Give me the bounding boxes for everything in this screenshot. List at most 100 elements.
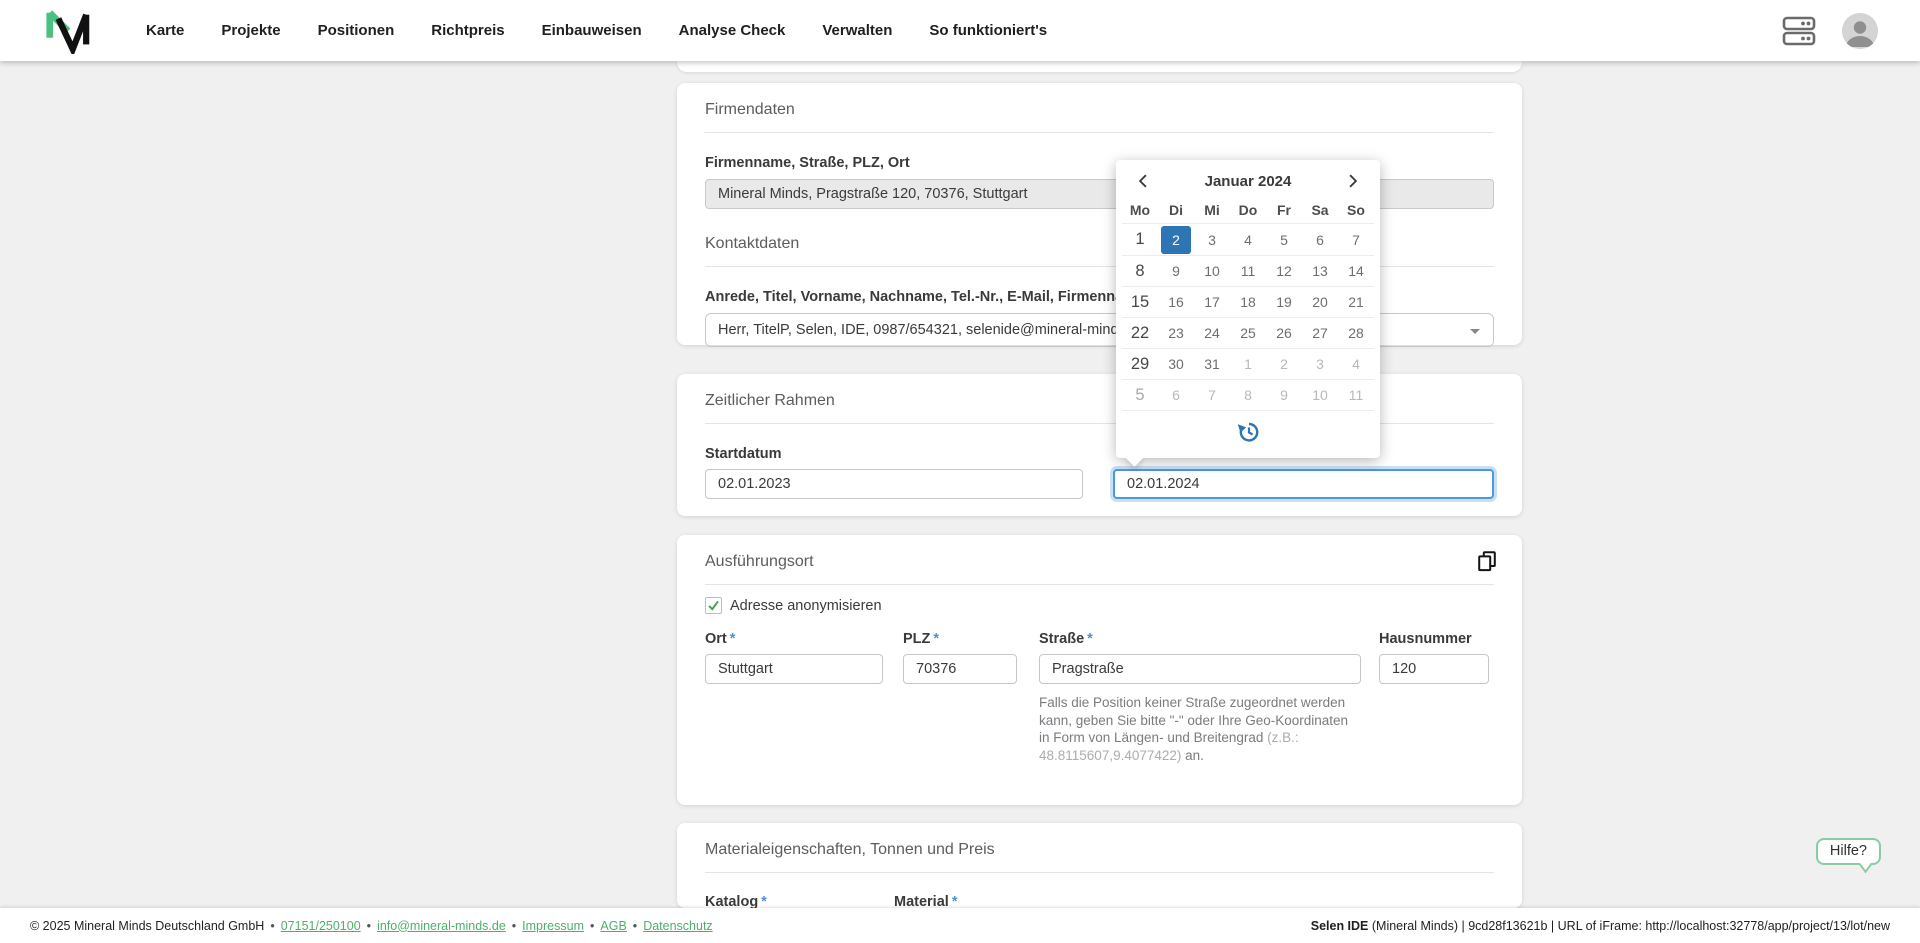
calendar-day[interactable]: 3 bbox=[1302, 349, 1338, 380]
calendar-day[interactable]: 7 bbox=[1194, 380, 1230, 411]
footer-links: • 07151/250100 • info@mineral-minds.de • Impr… bbox=[264, 919, 712, 933]
calendar-day[interactable]: 11 bbox=[1338, 380, 1374, 411]
calendar-day[interactable]: 19 bbox=[1266, 287, 1302, 318]
calendar-day-number: 24 bbox=[1204, 325, 1220, 341]
nav-item-verwalten[interactable]: Verwalten bbox=[822, 22, 893, 39]
user-avatar[interactable] bbox=[1842, 12, 1878, 49]
calendar-day[interactable]: 27 bbox=[1302, 318, 1338, 349]
nav-item-richtpreis[interactable]: Richtpreis bbox=[431, 22, 505, 39]
nav-item-positionen[interactable]: Positionen bbox=[317, 22, 395, 39]
hausnummer-input[interactable]: 120 bbox=[1379, 654, 1489, 684]
calendar-day[interactable]: 3 bbox=[1194, 224, 1230, 255]
calendar-day[interactable]: 1 bbox=[1122, 224, 1158, 255]
calendar-day-number: 6 bbox=[1316, 231, 1324, 248]
startdatum-input[interactable]: 02.01.2023 bbox=[705, 469, 1083, 499]
calendar-day[interactable]: 9 bbox=[1266, 380, 1302, 411]
calendar-day[interactable]: 2 bbox=[1266, 349, 1302, 380]
calendar-footer bbox=[1122, 410, 1374, 452]
calendar-day[interactable]: 4 bbox=[1230, 224, 1266, 255]
calendar-day[interactable]: 7 bbox=[1338, 224, 1374, 255]
calendar-day[interactable]: 5 bbox=[1122, 380, 1158, 411]
footer-link-07151-250100[interactable]: 07151/250100 bbox=[280, 918, 361, 933]
firmenname-value: Mineral Minds, Pragstraße 120, 70376, St… bbox=[718, 186, 1028, 202]
strasse-input[interactable]: Pragstraße bbox=[1039, 654, 1361, 684]
calendar-day-selected[interactable]: 2 bbox=[1158, 224, 1194, 255]
calendar-day[interactable]: 25 bbox=[1230, 318, 1266, 349]
person-icon bbox=[1842, 12, 1878, 49]
calendar-day[interactable]: 5 bbox=[1266, 224, 1302, 255]
calendar-day[interactable]: 16 bbox=[1158, 287, 1194, 318]
footer-left: © 2025 Mineral Minds Deutschland GmbH • 0… bbox=[30, 919, 713, 933]
calendar-day[interactable]: 20 bbox=[1302, 287, 1338, 318]
anonymize-checkbox[interactable] bbox=[705, 597, 722, 614]
calendar-day[interactable]: 23 bbox=[1158, 318, 1194, 349]
calendar-day[interactable]: 6 bbox=[1158, 380, 1194, 411]
copy-icon bbox=[1478, 551, 1496, 572]
scrolled-card-bottom bbox=[677, 61, 1522, 72]
calendar-prev-button[interactable] bbox=[1132, 170, 1154, 192]
ort-label: Ort * bbox=[705, 630, 883, 648]
footer-separator: • bbox=[511, 918, 517, 933]
calendar-day[interactable]: 1 bbox=[1230, 349, 1266, 380]
kontakt-select[interactable]: Herr, TitelP, Selen, IDE, 0987/654321, s… bbox=[705, 313, 1494, 347]
calendar-day[interactable]: 14 bbox=[1338, 256, 1374, 287]
calendar-day-number: 22 bbox=[1130, 323, 1150, 342]
calendar-day[interactable]: 22 bbox=[1122, 318, 1158, 349]
calendar-day-number: 3 bbox=[1208, 231, 1216, 248]
server-icon[interactable] bbox=[1782, 16, 1816, 46]
calendar-day[interactable]: 4 bbox=[1338, 349, 1374, 380]
calendar-day[interactable]: 12 bbox=[1266, 256, 1302, 287]
copy-button[interactable] bbox=[1474, 548, 1500, 574]
checkmark-icon bbox=[708, 600, 719, 611]
required-asterisk: * bbox=[951, 894, 958, 908]
nav-item-projekte[interactable]: Projekte bbox=[221, 22, 281, 39]
calendar-week-row: 29 30 31 1 2 3 4 bbox=[1122, 348, 1374, 379]
calendar-day[interactable]: 24 bbox=[1194, 318, 1230, 349]
calendar-day[interactable]: 10 bbox=[1194, 256, 1230, 287]
calendar-next-button[interactable] bbox=[1342, 170, 1364, 192]
nav-item-analyse-check[interactable]: Analyse Check bbox=[678, 22, 786, 39]
calendar-weekday-fr: Fr bbox=[1277, 201, 1291, 218]
enddatum-input[interactable]: 02.01.2024 bbox=[1113, 469, 1494, 499]
history-restore-icon[interactable] bbox=[1236, 420, 1260, 444]
calendar-day[interactable]: 21 bbox=[1338, 287, 1374, 318]
ort-value: Stuttgart bbox=[718, 661, 773, 677]
calendar-day[interactable]: 8 bbox=[1122, 256, 1158, 287]
footer-link-info-mineral-minds-de[interactable]: info@mineral-minds.de bbox=[377, 918, 506, 933]
calendar-day[interactable]: 28 bbox=[1338, 318, 1374, 349]
calendar-day-number: 4 bbox=[1244, 231, 1252, 248]
calendar-day[interactable]: 10 bbox=[1302, 380, 1338, 411]
calendar-day[interactable]: 9 bbox=[1158, 256, 1194, 287]
calendar-week-row: 8 9 10 11 12 13 14 bbox=[1122, 255, 1374, 286]
calendar-day[interactable]: 11 bbox=[1230, 256, 1266, 287]
hausnummer-label-text: Hausnummer bbox=[1379, 631, 1472, 647]
footer-link-agb[interactable]: AGB bbox=[600, 918, 627, 933]
calendar-day[interactable]: 8 bbox=[1230, 380, 1266, 411]
calendar-day[interactable]: 6 bbox=[1302, 224, 1338, 255]
firmenname-label: Firmenname, Straße, PLZ, Ort bbox=[705, 155, 910, 171]
calendar-day[interactable]: 18 bbox=[1230, 287, 1266, 318]
top-navigation-bar: Karte Projekte Positionen Richtpreis Einbauw… bbox=[0, 0, 1920, 61]
calendar-weekday-di: Di bbox=[1169, 201, 1183, 218]
nav-item-einbauweisen[interactable]: Einbauweisen bbox=[541, 22, 642, 39]
calendar-day[interactable]: 17 bbox=[1194, 287, 1230, 318]
nav-item-so-funktioniert-s[interactable]: So funktioniert's bbox=[929, 22, 1048, 39]
plz-label: PLZ * bbox=[903, 630, 1017, 648]
help-button[interactable]: Hilfe? bbox=[1815, 838, 1881, 874]
calendar-day[interactable]: 15 bbox=[1122, 287, 1158, 318]
plz-input[interactable]: 70376 bbox=[903, 654, 1017, 684]
calendar-day[interactable]: 30 bbox=[1158, 349, 1194, 380]
ort-input[interactable]: Stuttgart bbox=[705, 654, 883, 684]
calendar-day-number: 7 bbox=[1352, 231, 1360, 248]
material-card: Materialeigenschaften, Tonnen und Preis … bbox=[677, 823, 1522, 908]
calendar-day[interactable]: 26 bbox=[1266, 318, 1302, 349]
calendar-day-number: 16 bbox=[1168, 294, 1184, 310]
calendar-day[interactable]: 29 bbox=[1122, 349, 1158, 380]
footer-bar: © 2025 Mineral Minds Deutschland GmbH • 0… bbox=[0, 908, 1920, 943]
calendar-day[interactable]: 13 bbox=[1302, 256, 1338, 287]
footer-link-impressum[interactable]: Impressum bbox=[522, 918, 584, 933]
brand-logo-icon[interactable] bbox=[44, 8, 90, 54]
calendar-day[interactable]: 31 bbox=[1194, 349, 1230, 380]
footer-link-datenschutz[interactable]: Datenschutz bbox=[643, 918, 713, 933]
nav-item-karte[interactable]: Karte bbox=[146, 22, 185, 39]
